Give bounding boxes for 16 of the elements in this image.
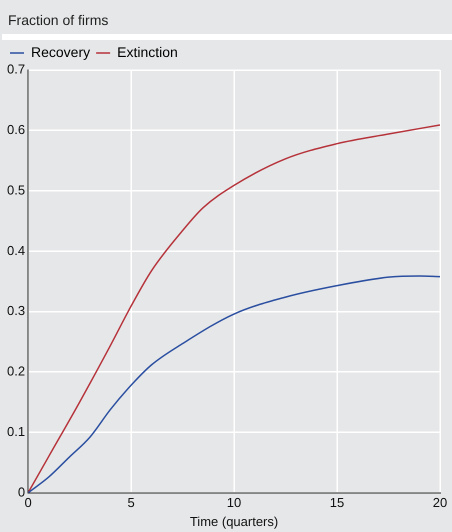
- y-tick-label: 0.2: [6, 364, 26, 379]
- legend-label: Extinction: [117, 44, 178, 60]
- chart-title: Fraction of firms: [7, 11, 110, 30]
- x-tick-label: 10: [226, 495, 242, 510]
- x-tick-label: 15: [330, 495, 344, 510]
- x-tick-label: 20: [432, 495, 448, 510]
- x-tick-label: 5: [127, 495, 135, 510]
- y-tick-label: 0.6: [6, 122, 26, 137]
- y-tick-label: 0.1: [6, 424, 26, 439]
- y-tick-label: 0.5: [6, 182, 26, 198]
- legend-label: Recovery: [31, 44, 90, 60]
- y-tick-label: 0.3: [6, 303, 26, 318]
- x-axis-title: Time (quarters): [190, 514, 278, 529]
- y-tick-label: 0: [18, 484, 26, 500]
- y-tick-label: 0.7: [6, 62, 26, 77]
- y-tick-label: 0.4: [6, 242, 26, 258]
